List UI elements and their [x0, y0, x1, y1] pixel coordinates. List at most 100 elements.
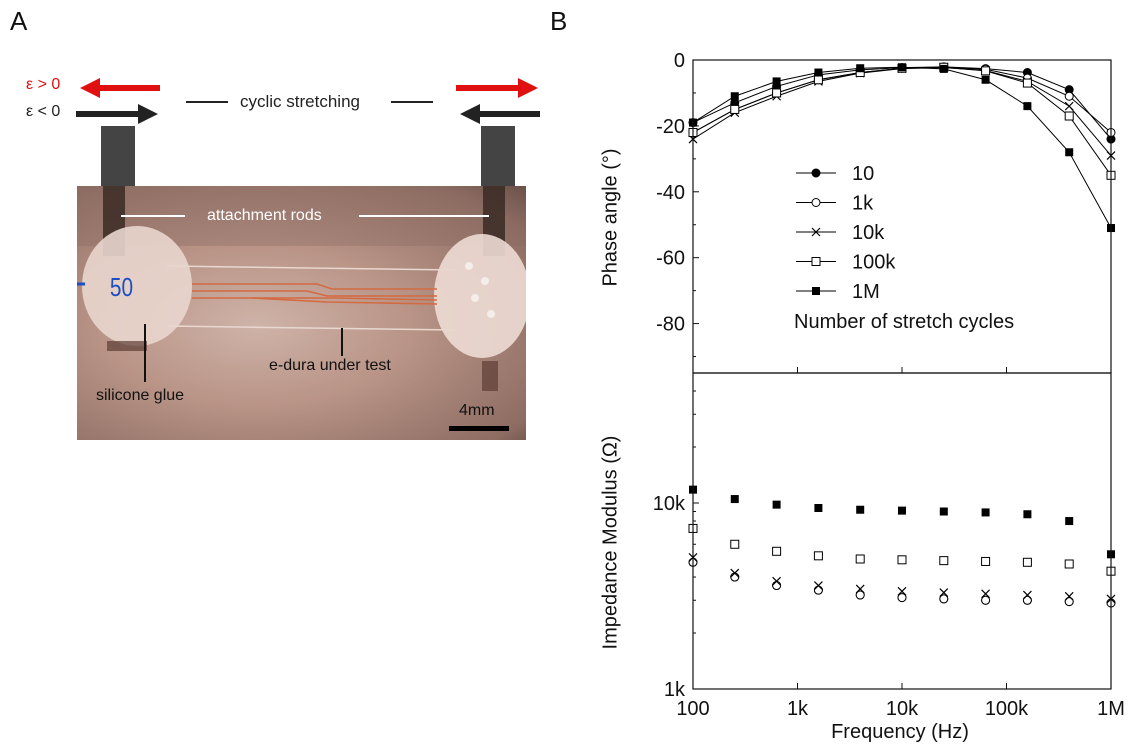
modulus-point-1M	[730, 495, 739, 504]
cyclic-dash-right	[391, 101, 433, 103]
frequency-tick-label: 100k	[985, 698, 1029, 720]
modulus-point-1k	[813, 585, 823, 595]
modulus-point-1M	[814, 504, 823, 513]
phase-series	[688, 62, 1116, 233]
phase-point-1k	[1064, 91, 1074, 101]
phase-point-1M	[981, 75, 990, 84]
modulus-point-1M	[939, 507, 948, 516]
attachment-rods-label: attachment rods	[207, 207, 322, 224]
frequency-tick-label: 1M	[1097, 698, 1125, 720]
right-rod-top	[481, 126, 515, 186]
modulus-point-1k	[1064, 597, 1074, 607]
sample-photo: attachment rods 50 e-dura under test sil…	[77, 186, 526, 440]
modulus-point-10k	[1064, 591, 1074, 601]
scale-bar-label: 4mm	[459, 402, 495, 419]
photo-illustration	[77, 186, 526, 391]
modulus-point-1M	[1065, 517, 1074, 526]
left-negative-arrow	[76, 104, 158, 124]
modulus-point-1M	[898, 506, 906, 515]
right-positive-arrow	[456, 78, 538, 98]
phase-tick-label: -60	[656, 248, 685, 270]
frequency-tick-label: 100	[676, 698, 709, 720]
edura-label: e-dura under test	[269, 357, 391, 374]
right-negative-arrow	[460, 104, 540, 124]
modulus-point-1k	[772, 581, 782, 591]
phase-tick-label: -20	[656, 116, 685, 138]
modulus-point-10k	[981, 589, 991, 599]
legend-marker-10k	[811, 227, 821, 237]
modulus-point-100k	[897, 555, 907, 565]
modulus-point-1M	[772, 500, 781, 509]
phase-point-100k	[1022, 78, 1032, 88]
legend-marker-100k	[811, 257, 821, 266]
modulus-point-1k	[855, 590, 865, 600]
modulus-point-100k	[981, 556, 991, 566]
modulus-point-10k	[730, 568, 740, 578]
frequency-tick-label: 1k	[787, 698, 809, 720]
frequency-ticks: 100 1k 10k 100k 1M	[676, 367, 1125, 720]
left-positive-arrow	[80, 78, 160, 98]
legend: 10 1k 10k 100k 1M Number of stretch cycles	[794, 163, 1014, 333]
phase-point-100k	[1064, 111, 1074, 121]
modulus-point-100k	[813, 551, 823, 561]
modulus-point-10k	[1022, 590, 1032, 600]
legend-marker-1M	[812, 287, 820, 295]
strain-negative-label: ε < 0	[26, 103, 61, 120]
modulus-ticks: 1k 10k	[653, 372, 699, 701]
phase-point-1M	[856, 64, 865, 73]
phase-series-line-10	[692, 66, 1112, 140]
modulus-plot-frame	[692, 372, 1112, 690]
left-rod-top	[101, 126, 135, 186]
sample-number-label: 50	[109, 272, 134, 302]
frequency-tick-label: 10k	[886, 698, 919, 720]
legend-title: Number of stretch cycles	[794, 311, 1014, 333]
legend-marker-1k	[811, 198, 821, 207]
frequency-axis-title: Frequency (Hz)	[831, 721, 969, 743]
cyclic-stretching-label: cyclic stretching	[240, 92, 360, 111]
phase-point-1M	[939, 64, 948, 73]
modulus-point-1M	[1023, 510, 1032, 519]
phase-point-100k	[981, 66, 991, 76]
phase-point-100k	[813, 75, 823, 85]
phase-point-1M	[898, 63, 906, 72]
phase-point-1M	[730, 92, 739, 101]
phase-tick-label: -40	[656, 182, 685, 204]
modulus-point-1k	[1022, 595, 1032, 605]
modulus-point-1M	[856, 505, 865, 514]
modulus-point-10k	[855, 584, 865, 594]
legend-label-1k: 1k	[852, 193, 874, 215]
legend-label-100k: 100k	[852, 252, 896, 274]
legend-marker-10	[811, 168, 821, 178]
phase-point-1M	[1065, 148, 1074, 157]
modulus-point-10k	[772, 576, 782, 586]
phase-tick-label: -80	[656, 314, 685, 336]
phase-series-line-100k	[692, 66, 1112, 176]
phase-point-1M	[772, 77, 781, 86]
modulus-point-1k	[730, 572, 740, 582]
modulus-series	[688, 485, 1116, 608]
phase-point-10k	[1064, 101, 1074, 111]
modulus-point-100k	[939, 556, 949, 566]
modulus-point-100k	[855, 554, 865, 564]
phase-point-100k	[730, 104, 740, 114]
phase-point-1M	[814, 68, 823, 77]
stretch-arrows	[76, 78, 540, 124]
strain-positive-label: ε > 0	[26, 76, 61, 93]
modulus-point-1M	[981, 508, 990, 517]
modulus-point-100k	[1064, 559, 1074, 569]
legend-label-10: 10	[852, 163, 874, 185]
legend-label-1M: 1M	[852, 281, 880, 303]
modulus-point-100k	[1022, 557, 1032, 567]
modulus-point-100k	[730, 539, 740, 549]
phase-point-100k	[772, 88, 782, 98]
modulus-point-100k	[772, 546, 782, 556]
modulus-tick-label: 10k	[653, 493, 686, 515]
phase-series-line-1M	[692, 66, 1112, 229]
modulus-tick-label: 1k	[664, 679, 686, 701]
phase-point-1M	[1023, 102, 1032, 111]
scale-bar	[449, 426, 509, 431]
cyclic-dash-left	[186, 101, 228, 103]
modulus-point-10k	[813, 581, 823, 590]
phase-ticks: 0 -20 -40 -60 -80	[656, 50, 699, 358]
